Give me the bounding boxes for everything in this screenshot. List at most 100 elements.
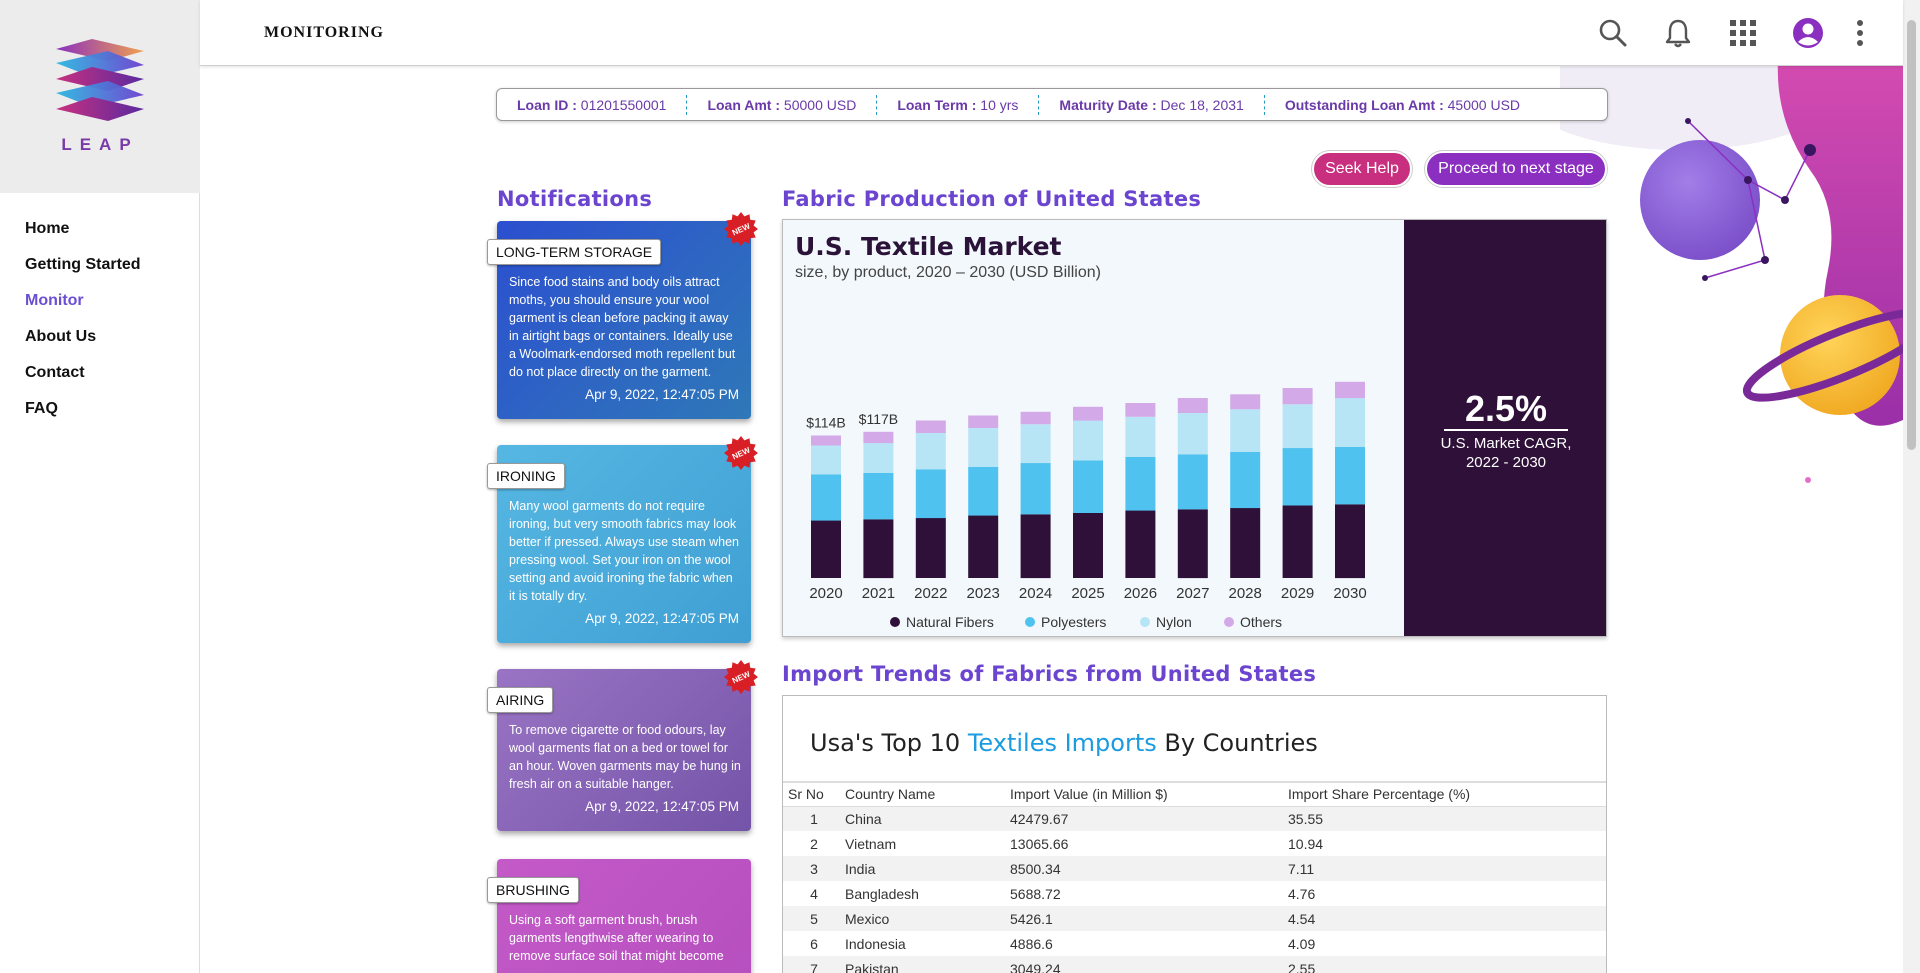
notification-body: Many wool garments do not require ironin… [509,499,739,603]
bar-segment-polyesters [1073,460,1103,513]
bar-segment-natural-fibers [1020,514,1051,579]
sidebar-item-getting-started[interactable]: Getting Started [25,256,141,273]
logo[interactable]: LEAP [0,0,200,193]
bar-segment-natural-fibers [811,520,841,578]
legend-label: Natural Fibers [906,614,994,630]
bar-segment-nylon [1282,404,1313,449]
page-scrollbar[interactable] [1903,0,1920,973]
table-row: 2 Vietnam 13065.66 10.94 [783,831,1606,856]
sidebar-item-about-us[interactable]: About Us [25,328,97,345]
bar-segment-others [1177,398,1208,413]
more-vert-icon[interactable] [1850,17,1870,49]
table-cell: 35.55 [1288,806,1606,831]
x-tick-label: 2027 [1176,585,1209,602]
cagr-label: U.S. Market CAGR, 2022 - 2030 [1440,435,1572,471]
bar-segment-others [1125,403,1156,417]
notification-time: Apr 9, 2022, 12:47:05 PM [585,387,739,402]
notification-card[interactable]: LONG-TERM STORAGE Since food stains and b… [487,212,758,419]
table-cell: 5 [783,906,845,931]
loan-term: Loan Term : 10 yrs [877,94,1040,115]
x-tick-label: 2029 [1281,585,1314,602]
table-cell: China [845,806,1010,831]
table-cell: 4.54 [1288,906,1606,931]
table-row: 7 Pakistan 3049.24 2.55 [783,956,1606,973]
bar-segment-nylon [915,433,946,470]
x-tick-label: 2028 [1229,585,1262,602]
chart-plot: $114B 2020 $117B 2021 2022 2023 2024 2025 2026 20… [806,381,1367,630]
bar-segment-polyesters [1020,463,1051,515]
bar-segment-nylon [1230,409,1261,452]
textile-market-chart: U.S. Textile Market size, by product, 20… [782,219,1607,637]
bar-segment-polyesters [863,473,894,520]
bell-icon[interactable] [1662,17,1694,49]
column-header: Sr No [783,781,845,807]
maturity-date: Maturity Date : Dec 18, 2031 [1039,94,1265,115]
bar-segment-natural-fibers [1177,509,1208,579]
account-icon[interactable] [1792,17,1824,49]
bar-segment-natural-fibers [863,519,894,579]
bar-segment-polyesters [1230,451,1261,509]
notification-card[interactable]: AIRING To remove cigarette or food odours… [487,660,758,831]
bar-segment-nylon [1125,416,1156,457]
bar-segment-polyesters [1177,454,1208,510]
table-row: 3 India 8500.34 7.11 [783,856,1606,881]
notification-body: Since food stains and body oils attract … [509,275,736,379]
scrollbar-thumb[interactable] [1907,20,1916,450]
bar-segment-others [1020,411,1051,425]
notification-card[interactable]: IRONING Many wool garments do not require… [487,436,758,643]
loan-id: Loan ID : 01201550001 [497,94,688,115]
apps-grid-icon[interactable] [1727,17,1759,49]
notification-card[interactable]: BRUSHING Using a soft garment brush, brus… [487,859,751,973]
legend-label: Nylon [1156,614,1192,630]
bar-segment-polyesters [968,466,999,516]
bar-segment-nylon [1073,420,1103,461]
bar-segment-others [811,435,841,446]
bar-segment-polyesters [1335,446,1365,505]
x-tick-label: 2030 [1333,585,1366,602]
loan-info-bar: Loan ID : 01201550001 Loan Amt : 50000 U… [496,88,1608,121]
table-cell: 4.76 [1288,885,1316,902]
x-tick-label: 2024 [1019,585,1052,602]
table-header-row: Sr No Country Name Import Value (in Millio… [783,781,1606,807]
table-cell: Pakistan [845,956,1010,973]
column-header: Import Value (in Million $) [1010,781,1288,807]
cagr-value: 2.5% [1464,388,1548,429]
bar-segment-natural-fibers [1073,513,1103,578]
table-cell: Mexico [845,906,1010,931]
x-tick-label: 2021 [862,585,895,602]
space-illustration [1560,60,1903,483]
bar-segment-others [1230,394,1261,410]
bar-segment-others [863,431,894,444]
sidebar-item-monitor[interactable]: Monitor [25,292,84,309]
proceed-next-stage-button[interactable]: Proceed to next stage [1425,151,1607,187]
sidebar-item-home[interactable]: Home [25,220,70,237]
table-cell: 4.09 [1288,935,1316,952]
search-icon[interactable] [1597,17,1629,49]
x-tick-label: 2025 [1071,585,1104,602]
x-tick-label: 2020 [809,585,842,602]
table-cell: Indonesia [845,935,906,952]
bar-segment-others [1282,388,1313,405]
cagr-divider [1444,429,1568,431]
sidebar-item-contact[interactable]: Contact [25,364,85,381]
bar-segment-nylon [1177,413,1208,455]
bar-segment-polyesters [1125,456,1156,511]
notification-time: Apr 9, 2022, 12:47:05 PM [585,799,739,814]
sidebar-item-faq[interactable]: FAQ [25,400,58,417]
notification-body: Using a soft garment brush, brush garmen… [509,913,724,963]
notification-tag: IRONING [487,463,565,489]
bar-segment-natural-fibers [968,515,999,578]
data-label: $114B [806,415,845,431]
table-cell: 42479.67 [1010,806,1288,831]
table-cell: India [845,856,1010,881]
table-cell: Bangladesh [845,885,919,902]
table-cell: 7.11 [1288,856,1606,881]
table-row: 5 Mexico 5426.1 4.54 [783,906,1606,931]
table-cell: 4 [810,885,818,902]
legend-label: Others [1240,614,1282,630]
seek-help-button[interactable]: Seek Help [1312,151,1412,187]
table-row: 6 Indonesia 4886.6 4.09 [783,931,1606,956]
bar-segment-natural-fibers [1230,508,1261,578]
logo-text: LEAP [61,134,139,154]
table-cell: 2 [810,835,818,852]
